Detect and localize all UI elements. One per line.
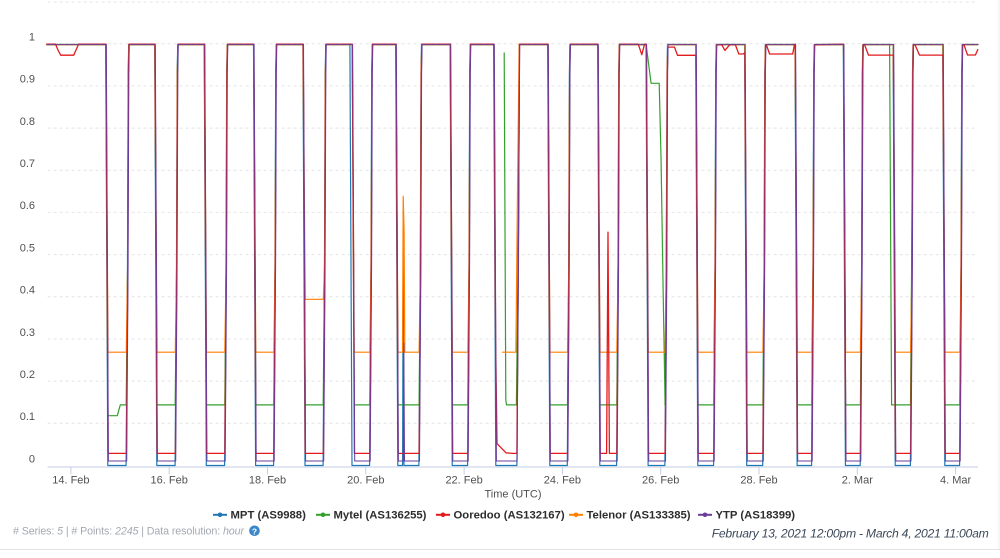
svg-text:0.4: 0.4 [20, 285, 35, 297]
svg-text:# Series: 5 | # Points: 2245 |: # Series: 5 | # Points: 2245 | Data reso… [13, 526, 244, 538]
svg-text:0.1: 0.1 [20, 411, 35, 423]
svg-text:0.7: 0.7 [20, 158, 35, 170]
svg-text:Mytel (AS136255): Mytel (AS136255) [334, 509, 427, 521]
svg-text:2. Mar: 2. Mar [842, 475, 874, 487]
svg-text:?: ? [252, 527, 257, 537]
svg-text:YTP (AS18399): YTP (AS18399) [716, 509, 796, 521]
svg-text:0.9: 0.9 [20, 74, 35, 86]
svg-text:20. Feb: 20. Feb [347, 475, 384, 487]
svg-text:16. Feb: 16. Feb [151, 475, 188, 487]
svg-text:MPT (AS9988): MPT (AS9988) [231, 509, 307, 521]
svg-text:26. Feb: 26. Feb [642, 475, 679, 487]
svg-text:Time (UTC): Time (UTC) [484, 489, 541, 501]
svg-text:Telenor (AS133385): Telenor (AS133385) [587, 509, 691, 521]
svg-text:0.8: 0.8 [20, 116, 35, 128]
svg-text:1: 1 [29, 32, 35, 44]
svg-text:0.5: 0.5 [20, 242, 35, 254]
svg-text:28. Feb: 28. Feb [740, 475, 777, 487]
svg-text:0: 0 [29, 453, 35, 465]
svg-text:February 13, 2021 12:00pm - Ma: February 13, 2021 12:00pm - March 4, 202… [712, 526, 989, 540]
svg-text:18. Feb: 18. Feb [249, 475, 286, 487]
svg-text:14. Feb: 14. Feb [52, 475, 89, 487]
svg-text:0.3: 0.3 [20, 327, 35, 339]
svg-text:Ooredoo (AS132167): Ooredoo (AS132167) [454, 509, 565, 521]
svg-text:24. Feb: 24. Feb [544, 475, 581, 487]
svg-text:4. Mar: 4. Mar [940, 475, 972, 487]
svg-text:0.2: 0.2 [20, 369, 35, 381]
svg-text:22. Feb: 22. Feb [445, 475, 482, 487]
svg-text:0.6: 0.6 [20, 200, 35, 212]
